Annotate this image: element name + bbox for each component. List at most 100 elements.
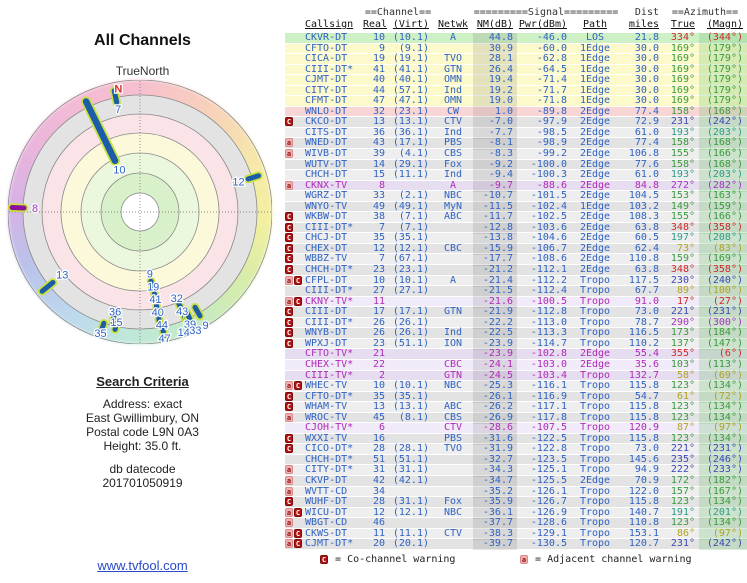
table-row: CITS-DT 36 (36.1) Ind -7.7 -98.5 2Edge 61.0 193°… xyxy=(285,126,747,139)
warning-cell xyxy=(285,65,305,76)
cell-callsign: CICA-DT xyxy=(305,53,348,65)
table-row: a CKNX-TV 8 A -9.7 -88.6 2Edge 84.8 272° (282°) xyxy=(285,179,747,192)
cell-channel-real: 10 xyxy=(372,380,385,392)
cell-azimuth-true: 231° xyxy=(670,538,695,550)
cell-channel-virtual: (47.1) xyxy=(392,95,429,107)
cell-channel-real: 13 xyxy=(372,116,385,128)
cell-channel-virtual: (36.1) xyxy=(392,126,429,138)
adjacent-channel-warning-icon: a xyxy=(285,486,293,496)
cell-power: -60.0 xyxy=(536,42,567,54)
warning-cell: a xyxy=(285,149,305,160)
cell-channel-virtual: (7.1) xyxy=(398,221,429,233)
table-row: a WVTT-CD 34 -35.2 -126.1 Tropo 122.0 157° (167°… xyxy=(285,486,747,498)
cell-noise-margin: -9.7 xyxy=(473,180,517,192)
cell-distance-miles: 61.0 xyxy=(634,126,659,138)
co-channel-warning-icon: C xyxy=(285,391,293,401)
cell-callsign: CJMT-DT xyxy=(305,74,348,86)
cell-azimuth-true: 123° xyxy=(670,401,695,413)
cell-azimuth-true: 235° xyxy=(670,453,695,465)
cell-path: Tropo xyxy=(579,380,611,392)
warning-cell: C xyxy=(285,222,305,234)
table-row: a WROC-TV 45 (8.1) CBS -26.9 -117.8 Tropo 115.8 1… xyxy=(285,411,747,424)
cell-distance-miles: 30.0 xyxy=(634,84,659,96)
cell-channel-virtual: (42.1) xyxy=(392,474,429,486)
cell-channel-real: 36 xyxy=(372,126,385,138)
cell-channel-real: 2 xyxy=(378,369,385,381)
cell-path: 1Edge xyxy=(579,95,611,107)
cell-distance-miles: 106.8 xyxy=(628,148,659,160)
cell-power: -108.6 xyxy=(530,253,567,265)
table-row: a C WHEC-TV 10 (10.1) NBC -25.3 -116.1 Tropo 115.… xyxy=(285,380,747,393)
cell-noise-margin: 28.1 xyxy=(473,53,517,65)
table-row: CFTO-DT 9 (9.1) 30.9 -60.0 1Edge 30.0 169° (179°… xyxy=(285,42,747,55)
cell-power: -122.8 xyxy=(530,443,567,455)
cell-azimuth-magnetic: (203°) xyxy=(699,127,747,139)
cell-callsign: WBBZ-TV xyxy=(305,253,348,265)
cell-azimuth-true: 169° xyxy=(670,84,695,96)
table-rows: CKVR-DT 10 (10.1) A 44.8 -46.0 LOS 21.8 334° (344… xyxy=(285,32,747,551)
radar-marker-label: 32 xyxy=(171,293,183,305)
cell-network: A xyxy=(449,179,457,191)
cell-network: NBC xyxy=(443,380,463,392)
cell-channel-virtual: (40.1) xyxy=(392,74,429,86)
cell-network: Ind xyxy=(443,126,463,138)
warning-cell: a xyxy=(285,486,305,498)
cell-noise-margin: -22.5 xyxy=(473,327,517,340)
cell-azimuth-true: 355° xyxy=(670,348,695,360)
cell-azimuth-magnetic: (134°) xyxy=(699,380,747,393)
cell-path: 2Edge xyxy=(579,348,611,360)
cell-noise-margin: -17.7 xyxy=(473,254,517,266)
adjacent-channel-warning-icon: a xyxy=(285,412,293,422)
cell-callsign: WNLO-DT xyxy=(305,105,348,117)
adjacent-channel-warning-icon: a xyxy=(285,475,293,485)
warning-cell: C xyxy=(285,254,305,265)
cell-azimuth-magnetic: (179°) xyxy=(699,43,747,55)
cell-azimuth-true: 155° xyxy=(670,211,695,223)
table-column-header: Callsign Real (Virt) Netwk NM(dB) Pwr(dBm) Pat… xyxy=(285,19,747,32)
warning-cell xyxy=(285,44,305,55)
cell-path: 1Edge xyxy=(579,42,611,54)
cell-azimuth-magnetic: (167°) xyxy=(699,486,747,498)
search-line-postal: Postal code L9N 0A3 xyxy=(86,425,199,439)
co-channel-warning-icon: C xyxy=(320,554,328,564)
cell-network: Ind xyxy=(443,327,463,339)
cell-azimuth-magnetic: (27°) xyxy=(699,296,747,308)
cell-callsign: WIVB-DT xyxy=(305,148,348,160)
cell-network: ABC xyxy=(443,211,463,223)
cell-distance-miles: 115.8 xyxy=(628,411,659,423)
cell-network: CBS xyxy=(443,148,463,160)
cell-azimuth-magnetic: (203°) xyxy=(699,170,747,181)
cell-azimuth-magnetic: (358°) xyxy=(699,264,747,277)
table-row: WGRZ-DT 33 (2.1) NBC -10.7 -101.5 2Edge 104.5 15… xyxy=(285,191,747,202)
radar-marker-bar xyxy=(153,303,161,316)
cell-channel-real: 7 xyxy=(378,221,385,233)
radar-marker-label: 33 xyxy=(189,325,201,337)
group-header-azimuth: ==Azimuth== xyxy=(671,7,739,18)
radar-chart: N 7 10 12 8 13 9 19 41 40 44 47 36 15 35 32 43 39 14 33 9 xyxy=(8,80,272,344)
warning-cell: C xyxy=(285,444,305,455)
cell-azimuth-true: 158° xyxy=(670,158,695,170)
cell-power: -100.5 xyxy=(530,295,567,307)
cell-path: 2Edge xyxy=(579,105,611,117)
cell-noise-margin: -10.7 xyxy=(473,191,517,202)
cell-azimuth-magnetic: (231°) xyxy=(699,306,747,319)
table-row: C WUHF-DT 28 (31.1) Fox -35.9 -126.7 Tropo 115.8… xyxy=(285,496,747,509)
cell-distance-miles: 60.5 xyxy=(634,232,659,244)
cell-network xyxy=(433,455,473,466)
cell-noise-margin: -23.9 xyxy=(473,349,517,360)
cell-channel-virtual: (26.1) xyxy=(392,316,429,328)
cell-callsign: CHEX-TV* xyxy=(305,358,354,370)
cell-channel-real: 12 xyxy=(372,242,385,254)
cell-power: -107.5 xyxy=(530,422,567,434)
tvfool-link[interactable]: www.tvfool.com xyxy=(97,558,188,573)
cell-distance-miles: 63.8 xyxy=(634,264,659,276)
cell-distance-miles: 21.8 xyxy=(634,32,659,43)
cell-power: -112.4 xyxy=(530,285,567,297)
cell-channel-real: 42 xyxy=(372,474,385,486)
warning-cell xyxy=(285,160,305,171)
cell-azimuth-magnetic: (97°) xyxy=(699,528,747,540)
cell-noise-margin: -38.3 xyxy=(473,528,517,540)
table-row: CKVR-DT 10 (10.1) A 44.8 -46.0 LOS 21.8 334° (344… xyxy=(285,32,747,44)
cell-distance-miles: 72.9 xyxy=(634,116,659,128)
